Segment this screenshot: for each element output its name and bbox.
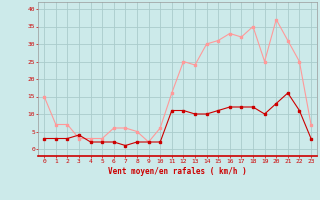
X-axis label: Vent moyen/en rafales ( km/h ): Vent moyen/en rafales ( km/h ) [108,167,247,176]
